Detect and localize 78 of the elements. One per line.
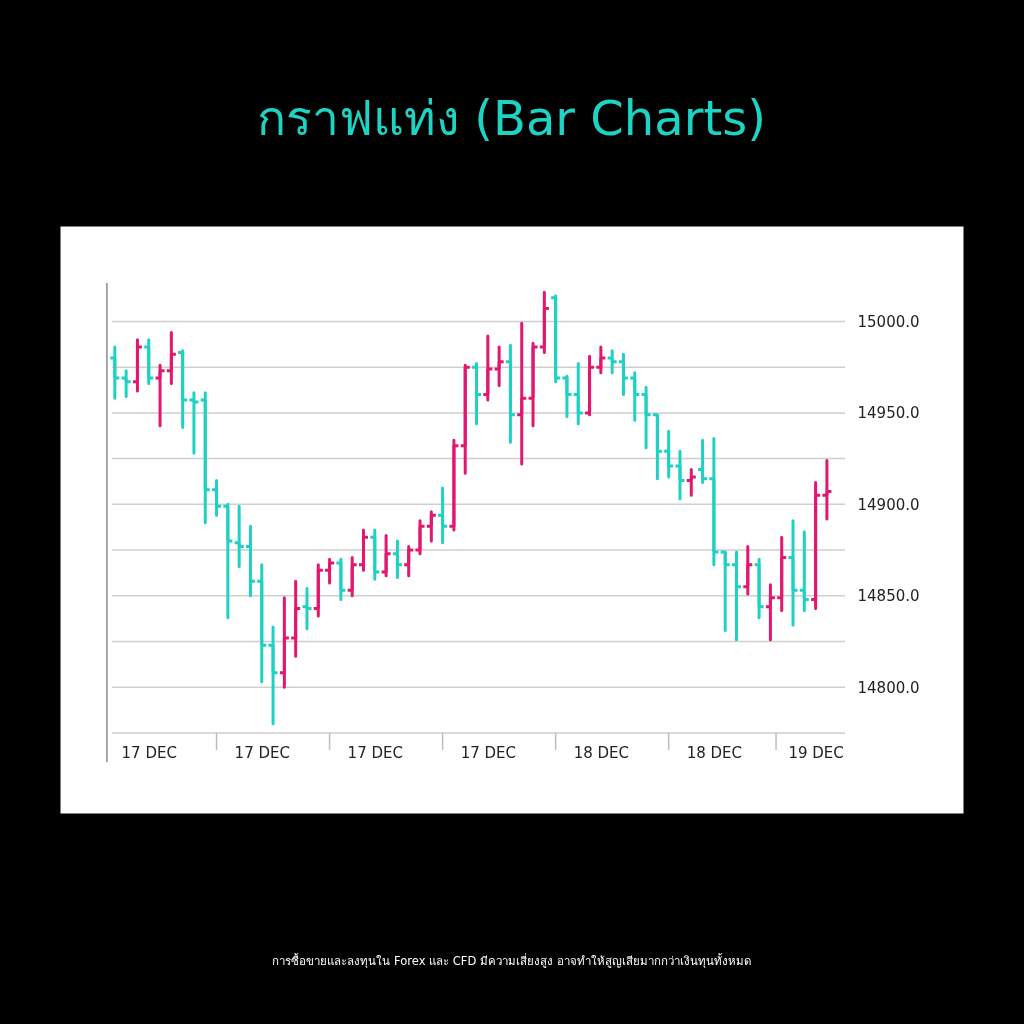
candlestick bbox=[504, 343, 517, 444]
candlestick bbox=[346, 555, 359, 598]
candlestick bbox=[380, 533, 393, 578]
candlestick bbox=[493, 345, 506, 387]
candlestick bbox=[323, 557, 336, 585]
candlestick bbox=[617, 352, 630, 397]
candlestick bbox=[312, 563, 325, 618]
candlestick bbox=[165, 330, 178, 386]
candlestick bbox=[549, 294, 562, 384]
candlestick bbox=[673, 449, 686, 501]
y-tick-label: 14950.0 bbox=[857, 404, 920, 423]
y-tick-label: 14850.0 bbox=[857, 587, 920, 606]
x-tick-label: 17 DEC bbox=[234, 743, 290, 762]
y-tick-label: 15000.0 bbox=[857, 312, 920, 331]
candlestick bbox=[786, 519, 800, 627]
candlestick bbox=[809, 480, 822, 611]
candlestick bbox=[606, 349, 619, 375]
y-tick-label: 14900.0 bbox=[857, 495, 920, 514]
x-tick-label: 17 DEC bbox=[347, 743, 403, 762]
candlestick bbox=[221, 502, 234, 620]
candlestick bbox=[368, 528, 381, 581]
x-tick-label: 19 DEC bbox=[788, 743, 844, 762]
candlestick bbox=[798, 530, 811, 612]
candlestick bbox=[413, 519, 427, 556]
candlestick bbox=[538, 290, 551, 355]
candlestick bbox=[108, 345, 121, 400]
candlestick bbox=[278, 596, 291, 689]
candlestick bbox=[199, 391, 212, 525]
candlestick bbox=[753, 557, 766, 620]
candlestick bbox=[640, 385, 653, 450]
x-tick-label: 18 DEC bbox=[573, 743, 630, 762]
candlestick bbox=[764, 583, 777, 642]
candlestick bbox=[391, 539, 404, 580]
candlestick bbox=[470, 361, 483, 426]
candlestick bbox=[662, 429, 675, 479]
candlestick bbox=[730, 550, 743, 642]
x-tick-label: 18 DEC bbox=[686, 743, 743, 762]
candlestick bbox=[300, 586, 313, 631]
candlestick bbox=[481, 334, 494, 402]
candlestick bbox=[357, 528, 370, 572]
candlestick bbox=[560, 374, 573, 419]
candlestick bbox=[741, 544, 754, 596]
candlestick bbox=[775, 535, 788, 612]
candlestick bbox=[515, 321, 528, 466]
candlestick bbox=[719, 550, 732, 633]
candlestick bbox=[289, 579, 302, 658]
x-tick-label: 17 DEC bbox=[460, 743, 516, 762]
candlestick bbox=[255, 563, 268, 684]
candlestick bbox=[628, 371, 641, 422]
candlestick bbox=[527, 341, 540, 428]
candlestick bbox=[436, 486, 449, 545]
candlestick bbox=[267, 625, 280, 726]
candlestick bbox=[425, 510, 438, 543]
candlestick bbox=[233, 504, 246, 569]
candlestick bbox=[120, 369, 133, 398]
candlestick bbox=[447, 438, 460, 532]
chart-title: กราฟแท่ง (Bar Charts) bbox=[257, 90, 766, 146]
candlestick bbox=[154, 363, 167, 428]
candlestick bbox=[402, 544, 415, 578]
candlestick bbox=[651, 413, 664, 481]
candlestick bbox=[572, 361, 585, 426]
candlestick bbox=[685, 468, 698, 497]
y-tick-label: 14800.0 bbox=[857, 678, 920, 697]
candlestick bbox=[210, 479, 223, 517]
candlestick bbox=[176, 349, 189, 430]
candlestick bbox=[459, 363, 472, 475]
candlestick bbox=[583, 354, 596, 417]
candlestick bbox=[696, 438, 709, 484]
candlestick bbox=[594, 345, 607, 375]
candlestick bbox=[244, 524, 257, 598]
candlestick bbox=[707, 436, 720, 567]
candlestick bbox=[142, 338, 155, 386]
candlestick bbox=[187, 391, 200, 455]
candlestick bbox=[131, 338, 144, 393]
x-tick-label: 17 DEC bbox=[121, 743, 177, 762]
candlestick bbox=[334, 557, 347, 601]
text: การซื้อขายและลงทุนใน Forex และ CFD มีความเสี่ยงสูง อาจทำให้สูญเสียมากกว่าเงินทุนทั้งหมด bbox=[272, 953, 751, 968]
candlestick bbox=[820, 458, 833, 521]
